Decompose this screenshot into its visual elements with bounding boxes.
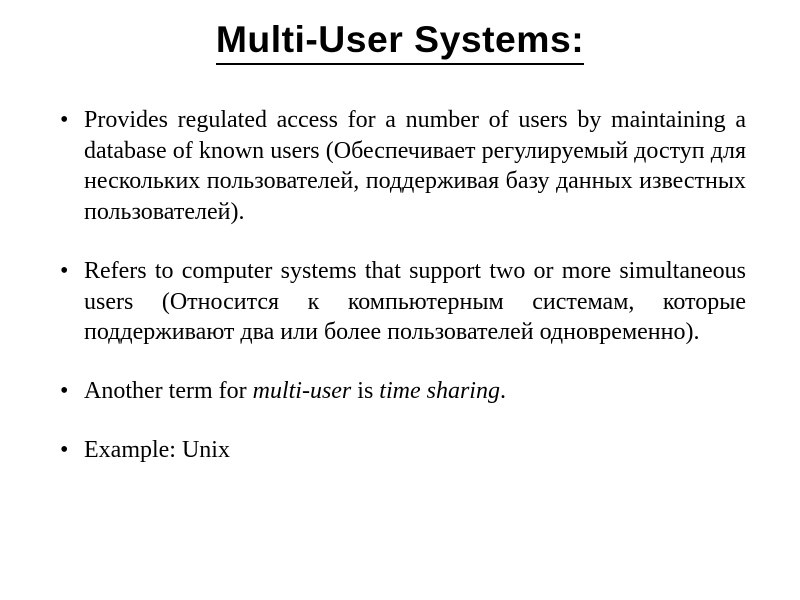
bullet-text-post: . <box>500 378 506 404</box>
bullet-text: Refers to computer systems that support … <box>84 258 746 345</box>
bullet-list: Provides regulated access for a number o… <box>54 105 746 465</box>
bullet-item-2: Refers to computer systems that support … <box>54 256 746 348</box>
bullet-text-mid: is <box>351 378 379 404</box>
slide: Multi-User Systems: Provides regulated a… <box>0 0 800 600</box>
title-wrap: Multi-User Systems: <box>54 18 746 65</box>
bullet-item-3: Another term for multi-user is time shar… <box>54 376 746 407</box>
bullet-text-em1: multi-user <box>253 378 352 404</box>
bullet-item-1: Provides regulated access for a number o… <box>54 105 746 228</box>
bullet-text: Example: Unix <box>84 437 230 463</box>
bullet-text: Provides regulated access for a number o… <box>84 107 746 225</box>
bullet-text-pre: Another term for <box>84 378 253 404</box>
bullet-item-4: Example: Unix <box>54 435 746 466</box>
bullet-text-em2: time sharing <box>379 378 500 404</box>
slide-title: Multi-User Systems: <box>216 18 584 65</box>
